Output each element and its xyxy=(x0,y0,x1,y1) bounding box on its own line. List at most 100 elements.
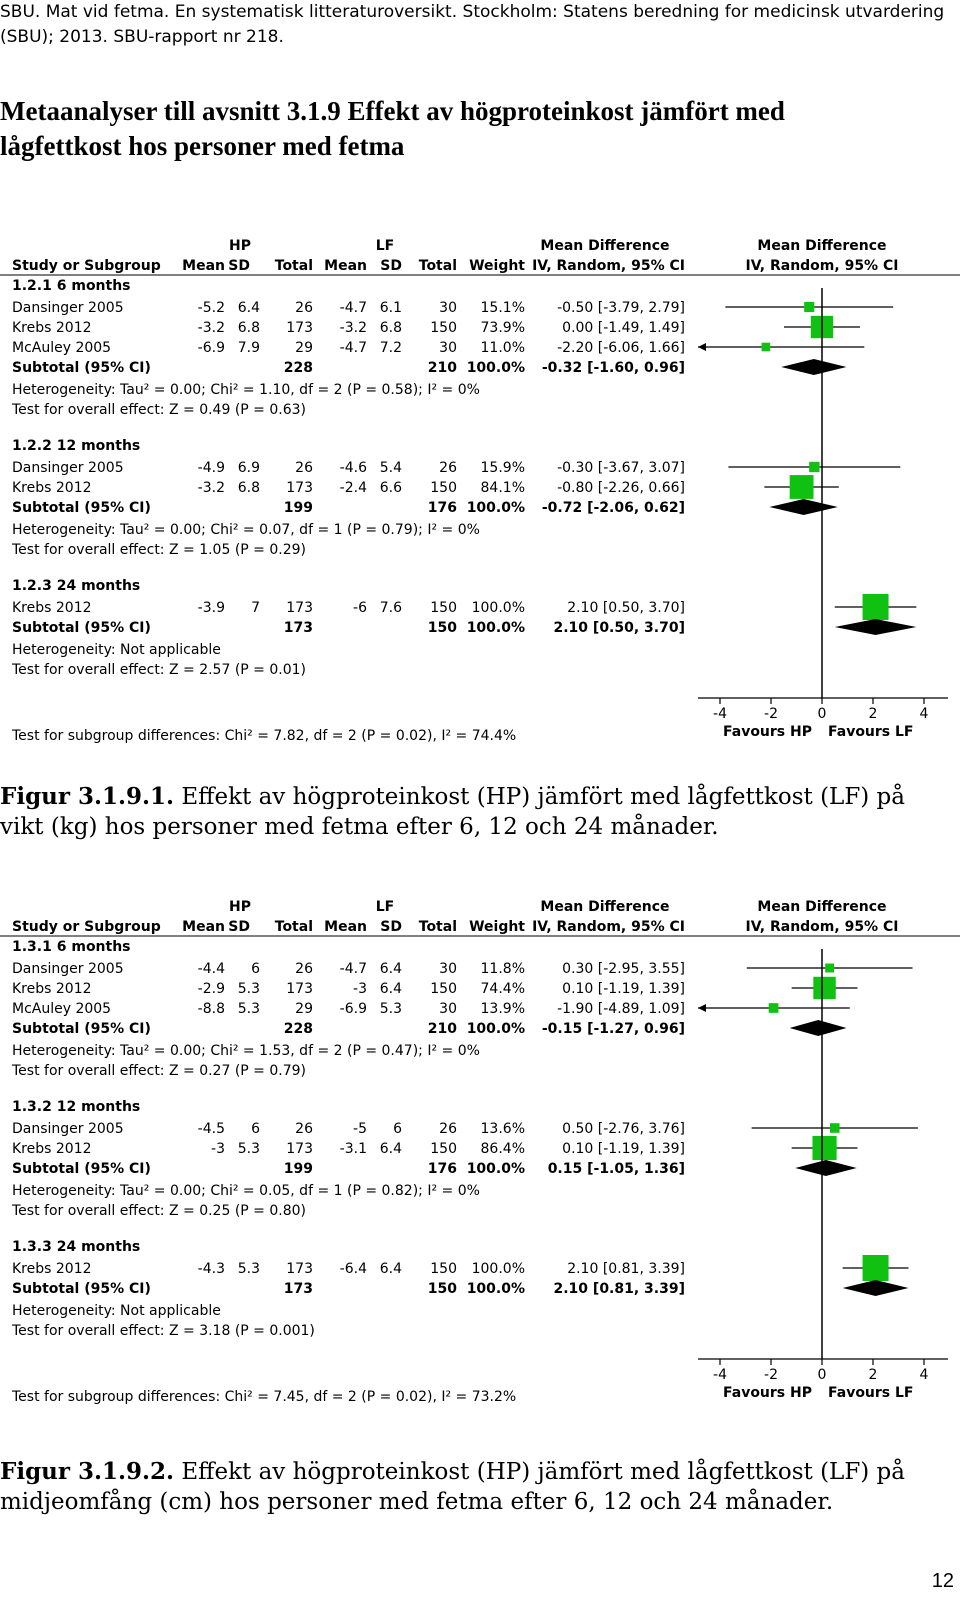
ci-arrow-left xyxy=(698,1004,706,1012)
lf-mean: -3.2 xyxy=(340,320,367,336)
x-tick-label: -4 xyxy=(713,1367,727,1383)
hp-sd: 7 xyxy=(251,600,260,616)
study-square xyxy=(812,1135,837,1161)
subtotal-lf-total: 176 xyxy=(428,500,457,516)
subtotal-weight: 100.0% xyxy=(467,500,525,516)
lf-total: 26 xyxy=(439,1121,457,1137)
lf-sd: 6.4 xyxy=(380,1261,402,1277)
header-total: Total xyxy=(419,258,457,274)
hp-sd: 5.3 xyxy=(238,1141,260,1157)
header-sd: SD xyxy=(380,919,402,935)
hp-total: 173 xyxy=(286,600,313,616)
subgroup-label: 1.3.2 12 months xyxy=(12,1099,140,1115)
subtotal-hp-total: 199 xyxy=(284,1161,313,1177)
subtotal-hp-total: 228 xyxy=(284,360,313,376)
subtotal-label: Subtotal (95% CI) xyxy=(12,360,151,376)
study-square xyxy=(825,963,835,973)
subtotal-ci: -0.72 [-2.06, 0.62] xyxy=(542,500,685,516)
study-square xyxy=(761,342,771,352)
lf-total: 150 xyxy=(430,480,457,496)
study-weight: 11.0% xyxy=(481,340,525,356)
overall-effect-text: Test for overall effect: Z = 0.49 (P = 0… xyxy=(11,402,306,418)
forest-plot-svg: HP LF Mean Difference Mean Difference Study … xyxy=(0,238,960,744)
x-tick-label: 4 xyxy=(920,706,929,722)
study-name: Krebs 2012 xyxy=(12,600,92,616)
study-ci: -2.20 [-6.06, 1.66] xyxy=(557,340,685,356)
lf-mean: -6.4 xyxy=(340,1261,367,1277)
subtotal-hp-total: 199 xyxy=(284,500,313,516)
study-weight: 15.9% xyxy=(481,460,525,476)
hp-total: 26 xyxy=(295,1121,313,1137)
study-name: Dansinger 2005 xyxy=(12,1121,124,1137)
subtotal-hp-total: 228 xyxy=(284,1021,313,1037)
lf-mean: -4.6 xyxy=(340,460,367,476)
lf-total: 30 xyxy=(439,300,457,316)
study-ci: 0.00 [-1.49, 1.49] xyxy=(562,320,685,336)
header-study: Study or Subgroup xyxy=(12,919,161,935)
study-name: Krebs 2012 xyxy=(12,981,92,997)
header-md-right: Mean Difference xyxy=(757,899,886,915)
hp-mean: -3.2 xyxy=(198,320,225,336)
hp-total: 173 xyxy=(286,981,313,997)
overall-effect-text: Test for overall effect: Z = 0.27 (P = 0… xyxy=(11,1063,306,1079)
header-total: Total xyxy=(419,919,457,935)
study-name: Krebs 2012 xyxy=(12,1141,92,1157)
lf-sd: 5.4 xyxy=(380,460,402,476)
subtotal-ci: -0.15 [-1.27, 0.96] xyxy=(542,1021,685,1037)
study-square xyxy=(813,976,836,1000)
header-line-1: SBU. Mat vid fetma. En systematisk litte… xyxy=(0,2,945,22)
heterogeneity-text: Heterogeneity: Tau² = 0.00; Chi² = 1.53,… xyxy=(12,1043,480,1059)
header-mean: Mean xyxy=(324,919,367,935)
lf-sd: 7.2 xyxy=(380,340,402,356)
hp-sd: 6 xyxy=(251,961,260,977)
caption-label-2: Figur 3.1.9.2. xyxy=(0,1458,175,1485)
lf-mean: -6.9 xyxy=(340,1001,367,1017)
study-ci: -0.30 [-3.67, 3.07] xyxy=(557,460,685,476)
favours-right: Favours LF xyxy=(828,724,914,740)
page-number: 12 xyxy=(931,1570,954,1592)
hp-total: 29 xyxy=(295,340,313,356)
subtotal-weight: 100.0% xyxy=(467,360,525,376)
subtotal-diamond xyxy=(781,359,847,375)
lf-sd: 7.6 xyxy=(380,600,402,616)
hp-sd: 6.9 xyxy=(238,460,260,476)
subtotal-weight: 100.0% xyxy=(467,620,525,636)
hp-total: 26 xyxy=(295,460,313,476)
header-total: Total xyxy=(275,919,313,935)
subtotal-diamond xyxy=(789,1020,847,1036)
subtotal-label: Subtotal (95% CI) xyxy=(12,1021,151,1037)
study-ci: -0.80 [-2.26, 0.66] xyxy=(557,480,685,496)
study-square xyxy=(789,475,814,499)
study-name: Dansinger 2005 xyxy=(12,961,124,977)
study-weight: 100.0% xyxy=(472,1261,525,1277)
lf-sd: 6.4 xyxy=(380,1141,402,1157)
study-weight: 13.9% xyxy=(481,1001,525,1017)
hp-sd: 6.4 xyxy=(238,300,260,316)
header-md-right: Mean Difference xyxy=(757,238,886,254)
lf-mean: -3 xyxy=(353,981,367,997)
study-name: Krebs 2012 xyxy=(12,320,92,336)
lf-sd: 6 xyxy=(393,1121,402,1137)
favours-left: Favours HP xyxy=(723,1385,812,1401)
hp-sd: 6.8 xyxy=(238,320,260,336)
study-ci: 2.10 [0.50, 3.70] xyxy=(567,600,685,616)
study-square xyxy=(862,594,889,620)
lf-total: 150 xyxy=(430,981,457,997)
subtotal-lf-total: 210 xyxy=(428,1021,457,1037)
subgroup-label: 1.2.3 24 months xyxy=(12,578,140,594)
hp-mean: -6.9 xyxy=(198,340,225,356)
subtotal-diamond xyxy=(834,619,917,635)
hp-sd: 5.3 xyxy=(238,1261,260,1277)
subtotal-label: Subtotal (95% CI) xyxy=(12,1281,151,1297)
hp-mean: -3 xyxy=(211,1141,225,1157)
heterogeneity-text: Heterogeneity: Tau² = 0.00; Chi² = 1.10,… xyxy=(12,382,480,398)
hp-mean: -4.5 xyxy=(198,1121,225,1137)
study-name: McAuley 2005 xyxy=(12,1001,111,1017)
study-ci: 0.10 [-1.19, 1.39] xyxy=(562,1141,685,1157)
header-ci-right: IV, Random, 95% CI xyxy=(746,258,899,274)
study-weight: 100.0% xyxy=(472,600,525,616)
header-weight: Weight xyxy=(469,258,525,274)
overall-effect-text: Test for overall effect: Z = 1.05 (P = 0… xyxy=(11,542,306,558)
x-tick-label: 2 xyxy=(869,706,878,722)
subgroup-test: Test for subgroup differences: Chi² = 7.… xyxy=(11,728,516,744)
